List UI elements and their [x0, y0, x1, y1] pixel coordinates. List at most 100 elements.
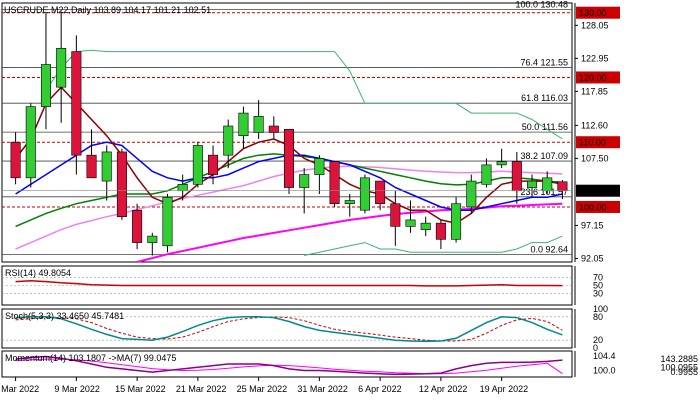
- fib-level-label: 50.0 111.56: [522, 122, 568, 132]
- candle-body[interactable]: [25, 106, 36, 179]
- candle-body[interactable]: [481, 164, 492, 185]
- momentum-overlay-label: 143.2885: [660, 354, 698, 364]
- red-level-tag-box: [576, 6, 620, 19]
- date-axis: 3 Mar 2022 9 Mar 2022 15 Mar 2022 21 Mar 20…: [0, 377, 528, 394]
- candle-body[interactable]: [208, 154, 219, 175]
- rsi-line: [15, 280, 563, 287]
- price-tick-label: 97.15: [581, 220, 604, 230]
- fib-level-label: 38.2 107.09: [520, 151, 568, 161]
- price-tick-label: 107.50: [581, 153, 609, 163]
- candle-body[interactable]: [101, 151, 112, 182]
- candle-body[interactable]: [223, 125, 234, 156]
- price-tick-label: 122.95: [581, 53, 609, 63]
- price-tick-label: 92.05: [581, 253, 604, 263]
- date-tick-label: 12 Apr 2022: [419, 384, 468, 394]
- candle-body[interactable]: [177, 184, 188, 192]
- envelope-lower-line: [304, 235, 563, 256]
- candle-body[interactable]: [420, 222, 431, 230]
- fib-level-label: 100.0 130.48: [515, 0, 568, 10]
- candle-body[interactable]: [314, 158, 325, 175]
- candle-body[interactable]: [451, 203, 462, 240]
- fib-level-label: 61.8 116.03: [521, 93, 568, 103]
- fib-level-label: 23.6 101.57: [520, 187, 568, 197]
- candle-body[interactable]: [557, 181, 568, 192]
- candle-body[interactable]: [375, 180, 386, 205]
- date-tick-label: 6 Apr 2022: [358, 384, 402, 394]
- candle-body[interactable]: [56, 48, 67, 88]
- candle-body[interactable]: [435, 222, 446, 240]
- candle-body[interactable]: [405, 219, 416, 227]
- stoch-tick-label: 0: [593, 343, 598, 353]
- red-level-tag: 100.00: [579, 202, 607, 212]
- red-level-tag: 120.00: [579, 73, 607, 83]
- momentum-title: Momentum(14) 103.1807 ->MA(7) 99.0475: [5, 353, 176, 363]
- red-level-tag-box: [576, 200, 620, 213]
- rsi-tick-label: 50: [593, 281, 603, 291]
- stoch-main-line: [15, 316, 563, 343]
- candle-body[interactable]: [192, 145, 203, 185]
- current-price-tag: 102.51: [579, 186, 607, 196]
- date-tick-label: 31 Mar 2022: [297, 384, 348, 394]
- stoch-tick-label: 20: [593, 335, 603, 345]
- rsi-tick-label: 30: [593, 288, 603, 298]
- red-level-tag: 130.00: [579, 8, 607, 18]
- date-tick-label: 19 Apr 2022: [480, 384, 529, 394]
- stoch-title: Stoch(5,3,3) 33.4650 45.7481: [5, 311, 124, 321]
- momentum-overlay-label: 100.0955: [660, 363, 698, 373]
- price-tick-label: 128.05: [581, 20, 609, 30]
- candle-body[interactable]: [390, 203, 401, 227]
- candle-body[interactable]: [268, 125, 279, 133]
- candle-body[interactable]: [329, 161, 340, 205]
- candle-body[interactable]: [162, 196, 173, 247]
- symbol-header: USCRUDE.M22,Daily 103.89 104.17 101.21 1…: [4, 5, 211, 15]
- date-tick-label: 21 Mar 2022: [176, 384, 227, 394]
- stoch-signal-line: [15, 316, 563, 342]
- price-tick-label: 117.85: [581, 86, 608, 96]
- candle-body[interactable]: [283, 128, 295, 188]
- fib-level-label: 0.0 92.64: [530, 245, 568, 255]
- momentum-panel-frame: [1, 350, 573, 378]
- red-level-tag-box: [576, 71, 620, 84]
- candle-body[interactable]: [344, 200, 355, 205]
- red-level-tag: 110.00: [579, 138, 606, 148]
- date-tick-label: 25 Mar 2022: [237, 384, 288, 394]
- candle-body[interactable]: [527, 180, 538, 188]
- candle-body[interactable]: [71, 51, 82, 156]
- current-price-tag-box: [576, 184, 620, 197]
- momentum-overlay-label: 0.9955: [670, 367, 698, 377]
- candle-body[interactable]: [359, 177, 370, 211]
- candle-body[interactable]: [542, 177, 553, 192]
- momentum-ma-line: [15, 358, 563, 375]
- candle-body[interactable]: [10, 141, 21, 179]
- momentum-tick-label: 104.4: [593, 351, 616, 361]
- candle-body[interactable]: [238, 112, 249, 137]
- price-tick-label: 112.60: [581, 120, 608, 130]
- red-level-tag-box: [576, 136, 620, 149]
- candle-body[interactable]: [496, 161, 507, 166]
- momentum-tick-label: 100.0: [593, 366, 616, 376]
- candle-body[interactable]: [466, 180, 477, 208]
- rsi-tick-label: 70: [593, 273, 603, 283]
- price-panel[interactable]: 100.0 130.48 76.4 121.55 61.8 116.03 50.0 1…: [1, 0, 620, 263]
- momentum-line: [15, 355, 563, 376]
- date-tick-label: 15 Mar 2022: [115, 384, 166, 394]
- candle-body[interactable]: [86, 154, 97, 179]
- moving-average-magenta: [136, 202, 563, 263]
- candle-body[interactable]: [511, 161, 522, 192]
- stoch-tick-label: 80: [593, 312, 603, 322]
- candle-body[interactable]: [116, 151, 127, 217]
- candle-body[interactable]: [299, 174, 310, 188]
- candle-body[interactable]: [253, 116, 264, 133]
- candle-body[interactable]: [40, 64, 51, 107]
- candle-body[interactable]: [132, 209, 143, 243]
- candle-body[interactable]: [147, 235, 158, 243]
- fib-level-label: 76.4 121.55: [520, 57, 568, 67]
- envelope-upper-line: [45, 49, 563, 140]
- stoch-panel-frame: [1, 308, 573, 349]
- rsi-title: RSI(14) 49.8054: [5, 268, 71, 278]
- stoch-tick-label: 100: [593, 304, 608, 314]
